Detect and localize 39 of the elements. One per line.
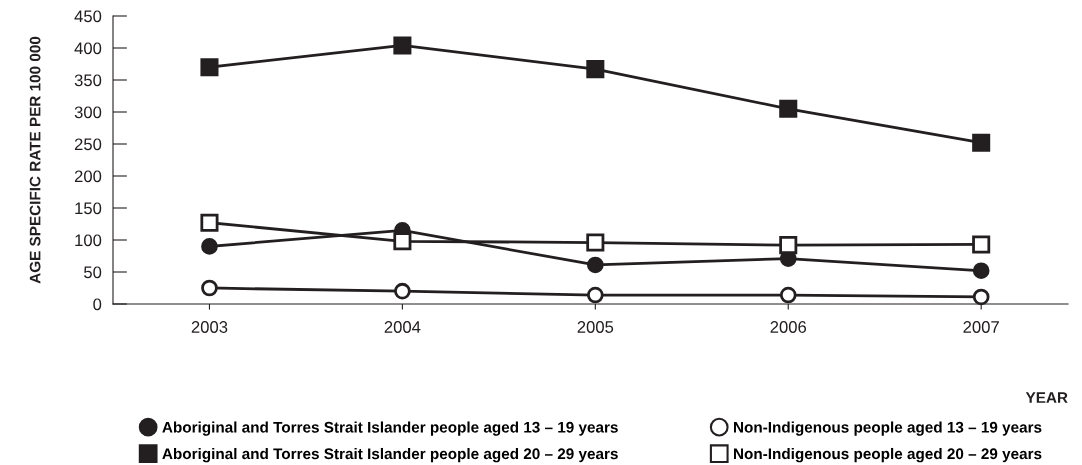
y-tick-label: 300: [74, 106, 102, 119]
y-tick-label: 200: [74, 170, 102, 183]
point: [779, 286, 797, 304]
y-tick-label: 0: [93, 298, 102, 311]
legend-label: Aboriginal and Torres Strait Islander people aged 13 – 19 years: [162, 421, 618, 436]
point: [586, 256, 604, 274]
point: [200, 213, 219, 232]
point: [586, 233, 605, 252]
legend-label: Non-Indigenous people aged 13 – 19 years: [734, 421, 1042, 436]
x-tick-label: 2005: [577, 321, 614, 333]
y-tick-label: 100: [75, 234, 102, 247]
point: [972, 288, 990, 306]
point: [586, 286, 604, 304]
point: [972, 262, 990, 280]
y-axis-title: AGE SPECIFIC RATE PER 100 000: [29, 36, 41, 284]
point: [779, 236, 798, 255]
point: [394, 282, 411, 300]
y-tick-label: 450: [74, 10, 102, 23]
x-tick-label: 2007: [963, 321, 999, 333]
point: [200, 58, 219, 77]
legend-label: Aboriginal and Torres Strait Islander people aged 20 – 29 years: [162, 447, 618, 463]
x-axis-title: YEAR: [1025, 392, 1068, 403]
y-tick-label: 350: [74, 74, 102, 87]
y-tick-label: 150: [75, 202, 102, 215]
point: [393, 232, 412, 251]
point: [972, 133, 991, 152]
x-tick-label: 2003: [191, 321, 228, 333]
point: [201, 279, 218, 297]
point: [972, 235, 991, 254]
y-tick-label: 400: [74, 42, 102, 55]
legend-label: Non-Indigenous people aged 20 – 29 years: [734, 447, 1042, 463]
point: [201, 238, 218, 255]
x-tick-label: 2004: [384, 321, 421, 333]
point: [393, 36, 412, 55]
y-tick-label: 50: [84, 266, 102, 279]
point: [779, 99, 798, 118]
y-tick-label: 250: [74, 138, 102, 151]
point: [586, 60, 605, 79]
x-tick-label: 2006: [770, 321, 807, 333]
